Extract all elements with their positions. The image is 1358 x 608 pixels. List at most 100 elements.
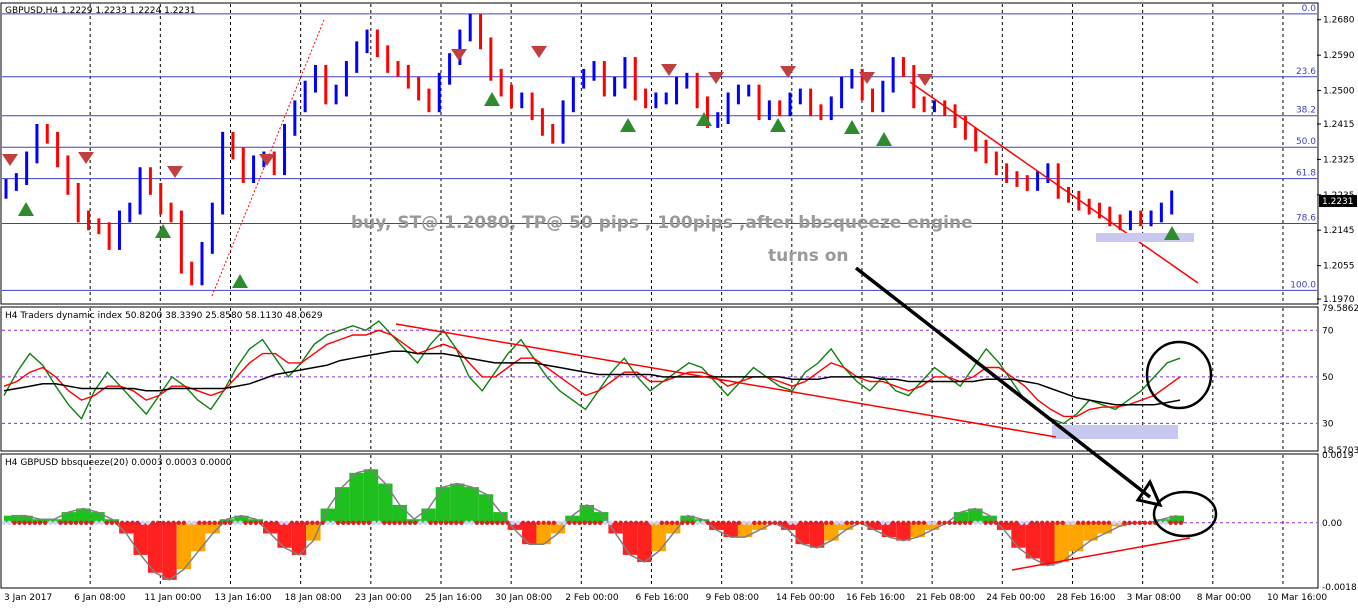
squeeze-dot <box>577 520 582 525</box>
time-axis-label: 6 Jan 08:00 <box>74 593 126 603</box>
bbsqueeze-bar <box>680 515 695 523</box>
squeeze-dot <box>649 520 654 525</box>
buy-arrow <box>696 112 712 126</box>
squeeze-dot <box>284 520 289 525</box>
bbsqueeze-bar <box>651 522 666 552</box>
price-axis-label: 1.2415 <box>1323 120 1355 130</box>
tdi-series-line <box>3 350 1181 406</box>
tdi-highlight-zone <box>1052 425 1178 439</box>
squeeze-dot <box>171 520 176 525</box>
price-axis-label: 1.2055 <box>1323 262 1355 272</box>
squeeze-dot <box>510 520 515 525</box>
bbsqueeze-bar <box>450 483 465 523</box>
squeeze-dot <box>1039 520 1045 525</box>
squeeze-dot <box>1091 520 1096 525</box>
bbsqueeze-bar <box>1155 519 1170 523</box>
time-axis-label: 13 Jan 16:00 <box>214 593 271 603</box>
fib-level-label: 23.6 <box>1296 67 1316 77</box>
bbsqueeze-bar <box>334 487 350 523</box>
squeeze-dot <box>181 520 187 525</box>
squeeze-dot <box>597 520 603 525</box>
sell-arrow <box>167 166 183 178</box>
bbsqueeze-axis-label: 0.0019 <box>1322 451 1354 461</box>
squeeze-dot <box>412 520 418 525</box>
time-axis-label: 24 Feb 00:00 <box>986 593 1045 603</box>
squeeze-dot <box>176 520 181 525</box>
tdi-axis-label: 79.5862 <box>1322 304 1358 314</box>
bbsqueeze-bar <box>90 512 105 523</box>
bbsqueeze-bar <box>147 522 163 573</box>
squeeze-dot <box>998 520 1004 525</box>
squeeze-dot <box>546 520 551 525</box>
squeeze-dot <box>952 520 957 525</box>
bbsqueeze-bar <box>378 483 393 523</box>
squeeze-dot <box>726 520 731 525</box>
squeeze-dot <box>1132 520 1137 525</box>
trade-annotation-line1: buy, ST@ 1.2080, TP@ 50 pips , 100pips ,… <box>351 213 973 233</box>
squeeze-dot <box>469 520 474 525</box>
trend-line-down <box>909 81 1199 284</box>
squeeze-dot <box>454 520 459 525</box>
squeeze-dot <box>582 520 587 525</box>
squeeze-dot <box>387 520 392 525</box>
squeeze-dot <box>325 520 330 525</box>
squeeze-dot <box>433 520 438 525</box>
time-axis-label: 28 Feb 16:00 <box>1056 593 1115 603</box>
squeeze-dot <box>613 520 618 525</box>
squeeze-dot <box>973 520 978 525</box>
squeeze-dot <box>942 520 947 525</box>
squeeze-dot <box>294 520 300 525</box>
squeeze-dot <box>94 520 99 525</box>
squeeze-dot <box>392 520 397 525</box>
tdi-trend-line <box>395 323 1057 438</box>
time-axis-label: 3 Mar 08:00 <box>1127 593 1182 603</box>
squeeze-dot <box>248 520 253 525</box>
squeeze-dot <box>906 520 911 525</box>
squeeze-dot <box>479 520 485 525</box>
squeeze-dot <box>772 520 778 525</box>
buy-arrow <box>18 202 34 216</box>
squeeze-dot <box>818 520 824 525</box>
squeeze-dot <box>1178 520 1184 525</box>
bbsqueeze-bar <box>277 522 292 548</box>
time-axis-label: 25 Jan 16:00 <box>425 593 482 603</box>
sell-arrow <box>531 46 547 58</box>
bbsqueeze-circle-highlight <box>1152 490 1218 538</box>
squeeze-dot <box>253 520 259 525</box>
bbsqueeze-bar <box>1169 515 1184 523</box>
squeeze-dot <box>1070 520 1076 525</box>
time-axis-label: 30 Jan 08:00 <box>495 593 552 603</box>
squeeze-dot <box>808 520 814 525</box>
squeeze-dot <box>849 520 855 525</box>
squeeze-dot <box>644 520 649 525</box>
squeeze-dot <box>916 520 922 525</box>
squeeze-dot <box>870 520 875 525</box>
squeeze-dot <box>1060 520 1065 525</box>
bbsqueeze-bar <box>565 515 580 523</box>
squeeze-dot <box>654 520 659 525</box>
bbsqueeze-bar <box>133 522 148 555</box>
tdi-axis-label: 30 <box>1322 419 1334 429</box>
squeeze-dot <box>798 520 803 525</box>
squeeze-dot <box>356 520 361 525</box>
squeeze-dot <box>1173 520 1178 525</box>
squeeze-dot <box>233 520 238 525</box>
squeeze-dot <box>315 520 320 525</box>
squeeze-dot <box>628 520 634 525</box>
fib-level-label: 61.8 <box>1296 169 1316 179</box>
bbsqueeze-bar <box>953 512 969 523</box>
sell-arrow <box>780 66 796 78</box>
bbsqueeze-bar <box>723 522 738 538</box>
squeeze-dot <box>520 520 526 525</box>
sell-arrow <box>859 72 875 84</box>
buy-arrow <box>484 92 500 106</box>
squeeze-dot <box>37 520 43 525</box>
squeeze-dot <box>495 520 500 525</box>
squeeze-dot <box>376 520 382 525</box>
tdi-axis-label: 70 <box>1322 326 1334 336</box>
squeeze-dot <box>1163 520 1168 525</box>
bbsqueeze-bar <box>838 522 854 530</box>
squeeze-dot <box>351 520 356 525</box>
bbsqueeze-bar <box>536 522 551 545</box>
